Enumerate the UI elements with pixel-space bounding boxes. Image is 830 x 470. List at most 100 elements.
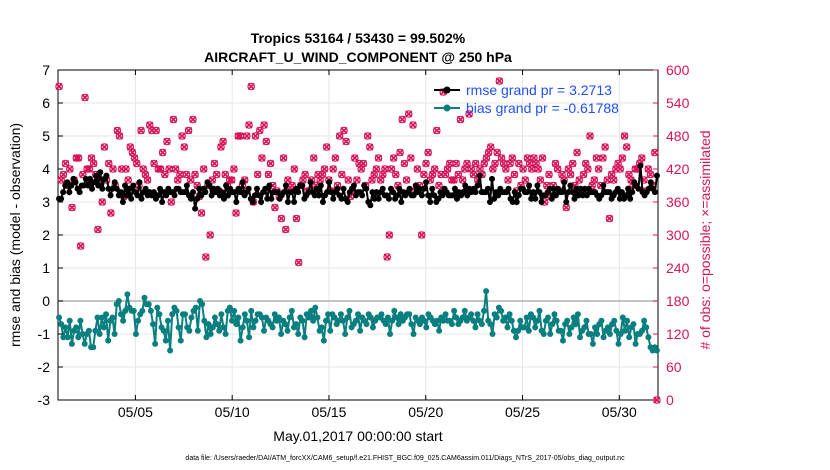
bias-point xyxy=(192,304,199,311)
bias-point xyxy=(581,324,588,331)
obs-assimilated-marker xyxy=(342,137,350,146)
obs-assimilated-marker xyxy=(504,176,512,184)
obs-assimilated-marker xyxy=(638,154,646,162)
obs-possible-marker xyxy=(85,165,94,173)
obs-assimilated-marker xyxy=(271,203,279,212)
obs-assimilated-marker xyxy=(521,176,529,184)
obs-assimilated-marker xyxy=(77,242,85,250)
obs-possible-marker xyxy=(363,132,372,140)
obs-assimilated-marker xyxy=(66,165,74,173)
bias-point xyxy=(510,327,517,334)
rmse-point xyxy=(76,189,83,196)
rmse-point xyxy=(130,182,137,189)
rmse-point xyxy=(359,192,366,199)
rmse-point xyxy=(245,185,252,192)
rmse-point xyxy=(307,179,314,186)
legend-rmse-marker xyxy=(443,86,451,94)
obs-assimilated-marker xyxy=(502,165,510,173)
bias-point xyxy=(243,317,250,324)
rmse-point xyxy=(103,172,110,179)
obs-assimilated-marker xyxy=(221,170,229,179)
gridlines xyxy=(58,69,658,401)
obs-possible-marker xyxy=(137,126,145,135)
obs-possible-marker xyxy=(391,170,400,179)
obs-assimilated-marker xyxy=(515,159,523,168)
rmse-point xyxy=(571,195,578,202)
bias-point xyxy=(547,331,554,337)
obs-possible-marker xyxy=(366,143,374,151)
y-right-tick-label: 300 xyxy=(666,227,690,243)
obs-possible-marker xyxy=(350,154,359,162)
bias-point xyxy=(513,334,520,341)
bias-point xyxy=(233,321,240,328)
bias-point xyxy=(188,314,195,321)
obs-assimilated-marker xyxy=(435,181,443,190)
bias-point xyxy=(278,331,285,337)
rmse-point xyxy=(491,195,498,202)
rmse-point xyxy=(218,189,225,196)
bias-point xyxy=(295,331,302,337)
obs-possible-marker xyxy=(616,165,625,173)
obs-assimilated-marker xyxy=(68,203,76,212)
rmse-point xyxy=(606,189,613,196)
obs-assimilated-marker xyxy=(115,132,124,140)
obs-possible-marker xyxy=(409,121,417,129)
obs-assimilated-marker xyxy=(161,170,169,179)
obs-assimilated-marker xyxy=(493,148,501,157)
bias-point xyxy=(231,307,238,314)
bias-point xyxy=(395,321,402,328)
obs-possible-marker xyxy=(396,148,404,157)
obs-assimilated-marker xyxy=(165,165,173,173)
rmse-point xyxy=(538,199,545,205)
y-left-tick-label: 6 xyxy=(42,95,50,111)
bias-series xyxy=(56,288,660,354)
bias-point xyxy=(308,307,315,314)
obs-assimilated-marker xyxy=(472,159,480,168)
rmse-point xyxy=(489,175,496,182)
bias-point xyxy=(154,304,161,311)
bias-point xyxy=(310,317,317,324)
obs-possible-marker xyxy=(514,159,523,168)
rmse-point xyxy=(274,189,281,196)
obs-possible-marker xyxy=(553,165,562,173)
bias-point xyxy=(624,317,631,324)
bias-point xyxy=(517,317,524,324)
obs-possible-marker xyxy=(504,176,512,184)
rmse-point xyxy=(124,192,131,199)
bias-point xyxy=(94,314,101,321)
bias-point xyxy=(167,347,174,354)
rmse-point xyxy=(647,179,654,186)
obs-assimilated-marker xyxy=(381,165,389,173)
obs-assimilated-marker xyxy=(631,165,639,173)
obs-assimilated-marker xyxy=(452,159,460,168)
y-right-tick-label: 0 xyxy=(666,392,674,408)
obs-possible-marker xyxy=(109,165,117,173)
rmse-point xyxy=(280,189,287,196)
rmse-point xyxy=(464,192,471,199)
bias-point xyxy=(79,331,86,337)
rmse-point xyxy=(256,192,263,199)
bias-point xyxy=(252,317,259,324)
rmse-point xyxy=(138,195,145,202)
obs-assimilated-marker xyxy=(100,143,108,151)
obs-assimilated-marker xyxy=(336,132,344,140)
obs-possible-marker xyxy=(510,170,519,179)
obs-possible-marker xyxy=(245,121,253,129)
obs-possible-marker xyxy=(486,143,495,151)
obs-possible-marker xyxy=(435,181,443,190)
y-axis-left-ticks: -3 -2 -1 0 1 2 3 4 5 6 7 xyxy=(38,62,63,408)
obs-assimilated-marker xyxy=(536,176,544,184)
bias-point xyxy=(551,311,558,318)
bias-point xyxy=(246,334,253,341)
bias-point xyxy=(487,321,494,328)
obs-possible-marker xyxy=(340,126,348,135)
obs-possible-marker xyxy=(420,170,428,179)
rmse-point xyxy=(317,182,324,189)
rmse-point xyxy=(645,185,652,192)
rmse-point xyxy=(117,189,124,196)
bias-point xyxy=(613,327,620,334)
obs-assimilated-marker xyxy=(137,126,145,135)
obs-assimilated-marker xyxy=(338,170,346,179)
bias-point xyxy=(85,327,92,334)
rmse-point xyxy=(93,172,100,179)
